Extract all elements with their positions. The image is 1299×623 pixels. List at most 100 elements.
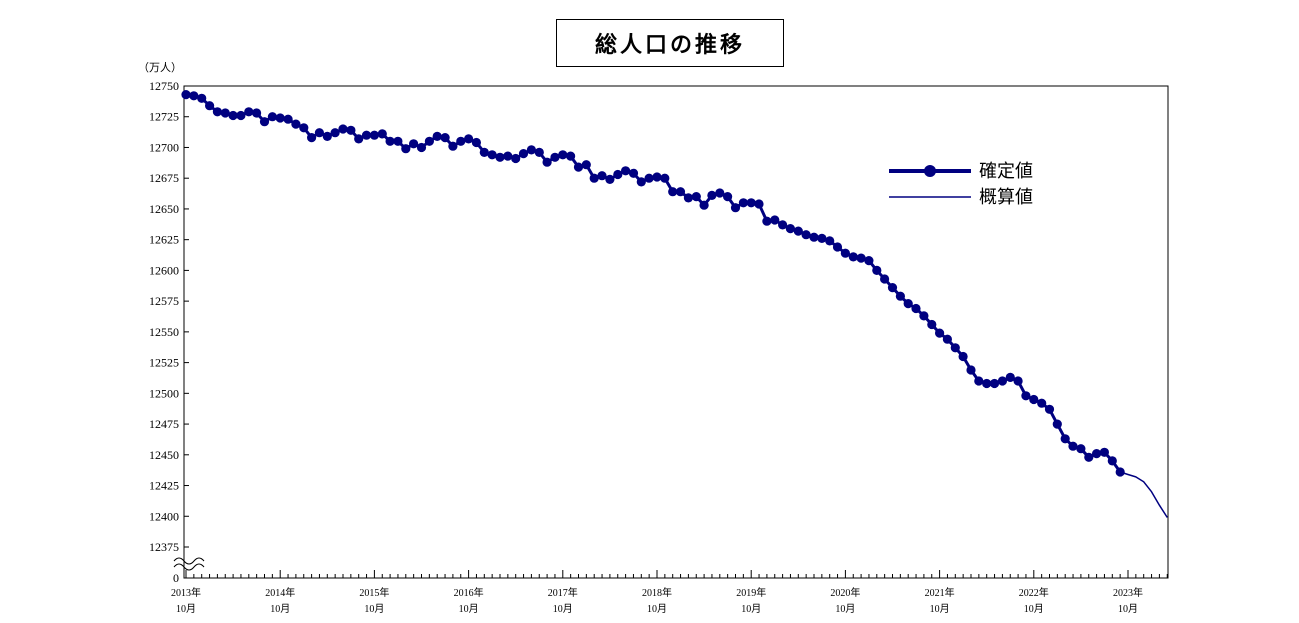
axis-break-mark	[173, 557, 205, 565]
data-point	[542, 157, 552, 167]
data-point	[997, 376, 1008, 386]
data-point	[691, 192, 701, 202]
data-point	[259, 117, 270, 127]
data-point	[409, 139, 419, 149]
data-point	[982, 378, 992, 389]
data-point	[738, 198, 749, 208]
data-point	[1029, 394, 1039, 405]
data-point	[228, 110, 238, 121]
data-point	[809, 232, 819, 242]
x-tick-year-label: 2013年	[171, 586, 201, 599]
data-point	[864, 256, 874, 266]
data-point	[573, 162, 584, 172]
data-point	[848, 252, 858, 262]
data-point	[636, 177, 646, 187]
chart-title: 総人口の推移	[594, 33, 745, 58]
data-point	[581, 160, 591, 170]
data-point	[989, 378, 1000, 389]
x-tick-month-label: 10月	[835, 603, 855, 615]
x-tick-month-label: 10月	[553, 603, 573, 615]
data-point	[267, 112, 277, 122]
data-point	[212, 107, 222, 117]
data-point	[220, 108, 230, 118]
y-tick-label: 12550	[149, 325, 179, 339]
y-tick-label: 12450	[149, 448, 179, 462]
y-tick-label: 12625	[149, 233, 179, 247]
data-point	[1044, 404, 1055, 414]
series-layer	[181, 90, 1168, 518]
data-point	[448, 141, 458, 151]
data-point	[322, 131, 332, 141]
data-point	[338, 124, 348, 134]
y-axis-unit-label: （万人）	[138, 61, 182, 74]
data-point	[314, 128, 324, 138]
data-point	[715, 188, 725, 198]
data-point	[872, 265, 882, 275]
data-point	[895, 291, 906, 301]
y-tick-label: 12425	[149, 479, 179, 493]
x-tick-year-label: 2020年	[830, 586, 860, 599]
data-point	[942, 334, 953, 344]
data-point	[534, 147, 544, 157]
x-tick-month-label: 10月	[176, 603, 196, 615]
y-tick-label: 12525	[149, 356, 179, 370]
data-point	[464, 134, 474, 144]
data-point	[479, 147, 489, 157]
data-point	[840, 248, 851, 258]
data-point	[880, 274, 890, 284]
data-point	[236, 110, 246, 121]
data-point	[361, 130, 372, 140]
data-point	[613, 169, 623, 180]
data-point	[746, 198, 756, 208]
y-tick-label: 12600	[149, 263, 179, 277]
data-point	[801, 230, 811, 240]
data-point	[903, 299, 913, 309]
y-tick-label: 12375	[149, 540, 179, 554]
data-point	[723, 192, 733, 202]
data-point	[566, 151, 576, 161]
data-point	[927, 319, 937, 330]
data-point	[330, 128, 340, 138]
data-point	[589, 173, 599, 183]
data-point	[793, 226, 803, 236]
x-tick-year-label: 2019年	[736, 586, 766, 599]
x-tick-year-label: 2016年	[454, 586, 484, 599]
x-tick-month-label: 10月	[930, 603, 950, 615]
data-point	[652, 172, 662, 182]
x-tick-year-label: 2018年	[642, 586, 672, 599]
data-point	[1084, 452, 1094, 462]
data-point	[762, 216, 772, 226]
x-tick-month-label: 10月	[459, 603, 479, 615]
data-point	[1037, 398, 1047, 408]
data-point	[487, 150, 497, 160]
x-tick-year-label: 2022年	[1019, 586, 1049, 599]
series-line-confirmed	[185, 93, 1122, 473]
data-point	[675, 187, 686, 197]
data-point	[699, 200, 709, 210]
data-point	[299, 123, 309, 133]
data-point	[778, 220, 788, 230]
data-point	[307, 133, 317, 143]
data-point	[1060, 434, 1070, 444]
data-point	[189, 91, 199, 101]
axes-layer: （万人）	[138, 61, 1169, 579]
y-tick-label: 12725	[149, 110, 179, 124]
y-tick-label: 12750	[149, 79, 179, 93]
data-point	[817, 233, 827, 243]
data-point	[825, 236, 835, 246]
data-point	[605, 174, 615, 184]
x-tick-year-label: 2017年	[548, 586, 578, 599]
data-point	[1013, 376, 1023, 386]
data-point	[456, 136, 466, 146]
data-point	[1005, 372, 1015, 382]
x-tick-year-label: 2021年	[925, 586, 955, 599]
data-point	[628, 168, 639, 178]
x-tick-year-label: 2014年	[265, 586, 295, 599]
data-point	[683, 193, 694, 203]
data-point	[252, 108, 262, 118]
data-point	[911, 303, 921, 314]
data-point	[181, 90, 191, 100]
data-point	[707, 190, 717, 200]
data-point	[518, 149, 529, 159]
